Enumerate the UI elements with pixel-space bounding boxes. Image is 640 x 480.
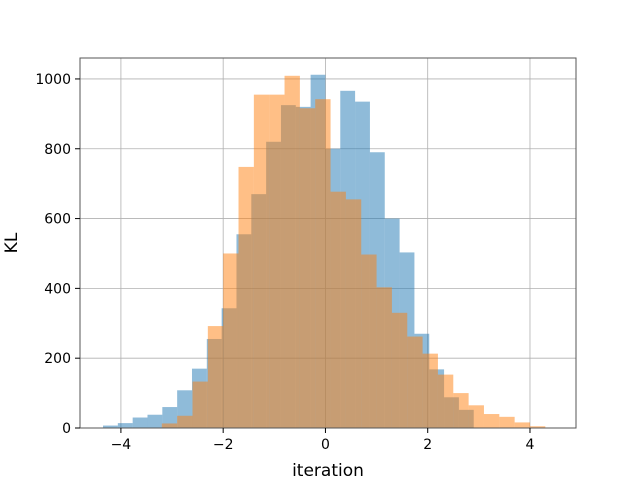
x-tick-label: 4 bbox=[526, 437, 535, 453]
histogram-bar bbox=[483, 414, 500, 428]
histogram-bar bbox=[117, 423, 133, 428]
x-tick-label: 2 bbox=[423, 437, 432, 453]
histogram-bar bbox=[345, 199, 362, 428]
histogram-bar bbox=[207, 326, 224, 428]
y-axis-ticks: 0 200 400 600 800 1000 bbox=[35, 72, 80, 437]
y-tick-label: 1000 bbox=[35, 72, 71, 88]
x-axis-ticks: −4 −2 0 2 4 bbox=[111, 428, 535, 453]
histogram-bar bbox=[269, 94, 285, 428]
series-orange-bars bbox=[161, 75, 546, 429]
histogram-bar bbox=[499, 416, 515, 428]
histogram-bar bbox=[238, 166, 254, 429]
y-tick-label: 600 bbox=[44, 212, 71, 228]
histogram-bar bbox=[529, 426, 546, 428]
histogram-bar bbox=[407, 336, 423, 428]
histogram-bar bbox=[453, 393, 469, 428]
histogram-bar bbox=[284, 75, 300, 429]
y-tick-label: 200 bbox=[44, 351, 71, 367]
y-tick-label: 0 bbox=[62, 421, 71, 437]
plot-frame bbox=[79, 57, 577, 429]
histogram-bar bbox=[422, 353, 438, 428]
y-tick-label: 400 bbox=[44, 281, 71, 297]
histogram-bar bbox=[391, 312, 408, 428]
histogram-bar bbox=[330, 191, 346, 428]
histogram-bar bbox=[103, 425, 118, 428]
x-tick-label: −4 bbox=[111, 437, 132, 453]
histogram-bar bbox=[361, 254, 377, 428]
x-axis-label: iteration bbox=[292, 461, 364, 480]
x-tick-label: 0 bbox=[321, 437, 330, 453]
histogram-bar bbox=[468, 405, 484, 428]
histogram-bar bbox=[147, 414, 163, 428]
x-tick-label: −2 bbox=[213, 437, 234, 453]
histogram-bar bbox=[315, 99, 331, 428]
histogram-bar bbox=[223, 253, 239, 428]
histogram-bar bbox=[253, 94, 270, 428]
y-axis-label: KL bbox=[2, 232, 22, 253]
histogram-bar bbox=[376, 287, 392, 428]
histogram-bar bbox=[177, 415, 193, 428]
histogram-bar bbox=[437, 374, 454, 428]
histogram-bar bbox=[162, 407, 178, 428]
y-tick-label: 800 bbox=[44, 142, 71, 158]
histogram-bar bbox=[514, 422, 530, 428]
histogram-bar bbox=[132, 417, 148, 428]
histogram-bar bbox=[299, 108, 316, 428]
histogram-bar bbox=[192, 381, 208, 428]
histogram-bar bbox=[161, 423, 178, 428]
